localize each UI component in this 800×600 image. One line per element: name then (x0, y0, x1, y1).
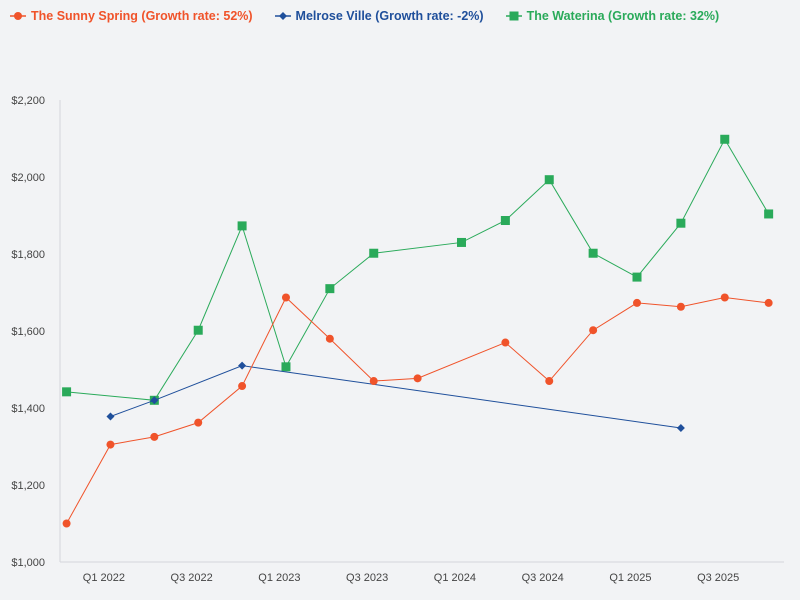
x-tick-label: Q1 2025 (609, 572, 651, 584)
y-tick-label: $2,200 (11, 95, 45, 107)
data-point (369, 377, 378, 386)
x-tick-label: Q1 2023 (258, 572, 300, 584)
data-point (62, 519, 71, 528)
x-tick-label: Q1 2024 (434, 572, 476, 584)
data-point (150, 432, 159, 441)
series-0 (62, 293, 773, 528)
axes: $1,000 $1,200 $1,400 $1,600 $1,800 $2,000 $2,2… (11, 95, 784, 584)
legend-marker (509, 11, 519, 21)
data-point (194, 418, 203, 427)
legend-marker (278, 12, 287, 20)
data-point (500, 216, 510, 226)
data-point (632, 272, 642, 282)
x-tick-label: Q3 2024 (522, 572, 564, 584)
data-point (501, 338, 510, 347)
data-point (106, 412, 115, 421)
y-tick-label: $1,200 (11, 480, 45, 492)
data-point (676, 302, 685, 311)
data-point (150, 396, 159, 405)
data-point (281, 362, 291, 372)
y-tick-label: $1,600 (11, 326, 45, 338)
y-tick-label: $1,400 (11, 403, 45, 415)
data-point (237, 221, 247, 231)
x-tick-label: Q3 2025 (697, 572, 739, 584)
series-line (66, 296, 769, 524)
data-point (633, 298, 642, 307)
y-tick-label: $1,800 (11, 249, 45, 261)
data-point (764, 209, 774, 219)
legend-label: Melrose Ville (Growth rate: -2%) (295, 9, 484, 23)
diamond-marker-icon (274, 12, 291, 20)
data-point (369, 248, 379, 258)
x-tick-label: Q3 2022 (171, 572, 213, 584)
data-point (588, 248, 598, 258)
data-point (544, 175, 554, 185)
y-tick-label: $2,000 (11, 172, 45, 184)
data-point (545, 377, 554, 386)
data-point (720, 293, 729, 302)
data-point (238, 382, 247, 391)
series-2 (62, 134, 774, 405)
data-point (456, 237, 466, 247)
legend-label: The Waterina (Growth rate: 32%) (526, 9, 720, 23)
x-tick-label: Q3 2023 (346, 572, 388, 584)
data-point (676, 424, 685, 433)
legend-item[interactable]: Melrose Ville (Growth rate: -2%) (274, 9, 484, 23)
data-point (325, 284, 335, 294)
legend-marker (14, 12, 22, 20)
series-line (110, 365, 681, 429)
legend-item[interactable]: The Sunny Spring (Growth rate: 52%) (10, 9, 253, 23)
data-point (62, 387, 72, 397)
legend: The Sunny Spring (Growth rate: 52%) Melro… (10, 9, 719, 23)
series-layer (62, 134, 774, 528)
data-point (193, 325, 203, 335)
legend-item[interactable]: The Waterina (Growth rate: 32%) (505, 9, 720, 23)
data-point (720, 134, 730, 144)
data-point (413, 374, 422, 383)
circle-marker-icon (10, 12, 26, 20)
series-1 (106, 361, 685, 433)
data-point (106, 440, 115, 449)
x-tick-label: Q1 2022 (83, 572, 125, 584)
y-tick-label: $1,000 (11, 557, 45, 569)
square-marker-icon (505, 11, 522, 21)
data-point (589, 326, 598, 335)
data-point (281, 293, 290, 302)
data-point (764, 298, 773, 307)
legend-label: The Sunny Spring (Growth rate: 52%) (31, 9, 253, 23)
series-line (66, 138, 770, 401)
data-point (325, 334, 334, 343)
data-point (676, 218, 686, 228)
data-point (238, 361, 247, 370)
